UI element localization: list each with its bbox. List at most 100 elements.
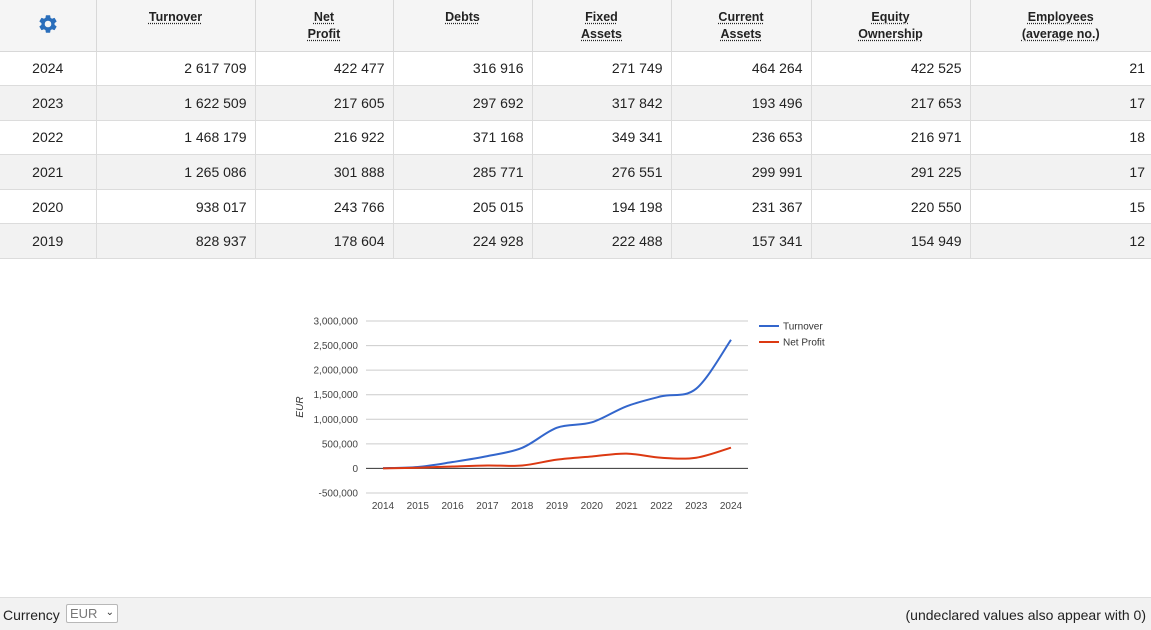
y-tick-label: 0: [352, 464, 358, 475]
value-cell: 299 991: [671, 154, 812, 190]
y-tick-label: 500,000: [322, 439, 359, 450]
value-cell: 1 265 086: [96, 154, 256, 190]
value-cell: 1 622 509: [96, 85, 256, 121]
currency-value: EUR: [70, 606, 98, 621]
value-cell: 231 367: [671, 189, 812, 225]
value-cell: 291 225: [811, 154, 971, 190]
value-cell: 216 922: [255, 120, 394, 156]
legend-label: Net Profit: [783, 338, 825, 349]
table-row: 2019 828 937 178 604 224 928 222 488 157 341 1…: [0, 223, 1151, 260]
column-header-label: Turnover: [148, 10, 203, 24]
currency-select[interactable]: EUR ⌄: [66, 604, 118, 623]
value-cell: 276 551: [532, 154, 672, 190]
value-cell: 349 341: [532, 120, 672, 156]
year-cell: 2019: [0, 223, 97, 260]
column-header[interactable]: Debts: [393, 0, 533, 52]
column-header-label: Assets: [720, 27, 762, 41]
x-tick-label: 2020: [581, 501, 604, 512]
year-cell: 2021: [0, 154, 97, 190]
value-cell: 464 264: [671, 51, 812, 87]
x-tick-label: 2021: [615, 501, 638, 512]
value-cell: 12: [970, 223, 1151, 260]
table-row: 2021 1 265 086 301 888 285 771 276 551 299 99…: [0, 154, 1151, 190]
y-axis-label: EUR: [295, 396, 306, 417]
y-tick-label: 1,500,000: [314, 390, 359, 401]
value-cell: 15: [970, 189, 1151, 225]
table-row: 2023 1 622 509 217 605 297 692 317 842 193 49…: [0, 85, 1151, 121]
value-cell: 157 341: [671, 223, 812, 260]
value-cell: 271 749: [532, 51, 672, 87]
column-header[interactable]: Turnover: [96, 0, 256, 52]
column-header[interactable]: Fixed Assets: [532, 0, 672, 52]
x-tick-label: 2024: [720, 501, 743, 512]
y-tick-label: 3,000,000: [314, 317, 359, 328]
column-header-label: (average no.): [1021, 27, 1100, 41]
value-cell: 285 771: [393, 154, 533, 190]
x-tick-label: 2018: [511, 501, 534, 512]
value-cell: 193 496: [671, 85, 812, 121]
x-tick-label: 2017: [476, 501, 499, 512]
currency-label: Currency: [3, 607, 60, 623]
column-header[interactable]: Net Profit: [255, 0, 394, 52]
year-cell: 2020: [0, 189, 97, 225]
column-header[interactable]: Employees (average no.): [970, 0, 1151, 52]
value-cell: 17: [970, 154, 1151, 190]
x-tick-label: 2019: [546, 501, 569, 512]
column-header-label: Net: [313, 10, 335, 24]
y-tick-label: 1,000,000: [314, 415, 359, 426]
value-cell: 217 605: [255, 85, 394, 121]
column-header-label: Fixed: [585, 10, 618, 24]
value-cell: 828 937: [96, 223, 256, 260]
footer-note: (undeclared values also appear with 0): [905, 607, 1146, 623]
table-row: 2020 938 017 243 766 205 015 194 198 231 367 2…: [0, 189, 1151, 225]
value-cell: 317 842: [532, 85, 672, 121]
legend-label: Turnover: [783, 322, 823, 333]
footer-bar: Currency EUR ⌄ (undeclared values also a…: [0, 597, 1151, 630]
value-cell: 422 477: [255, 51, 394, 87]
value-cell: 224 928: [393, 223, 533, 260]
y-tick-label: 2,000,000: [314, 366, 359, 377]
value-cell: 178 604: [255, 223, 394, 260]
value-cell: 216 971: [811, 120, 971, 156]
financial-table: Turnover Net Profit Debts Fixed Assets Current…: [0, 0, 1151, 260]
value-cell: 2 617 709: [96, 51, 256, 87]
value-cell: 371 168: [393, 120, 533, 156]
value-cell: 220 550: [811, 189, 971, 225]
x-tick-label: 2016: [441, 501, 464, 512]
line-chart: -500,000 0 500,000 1,000,000 1,500,000 2,000,…: [295, 317, 825, 513]
value-cell: 21: [970, 51, 1151, 87]
value-cell: 243 766: [255, 189, 394, 225]
series-line: [382, 339, 732, 470]
gear-icon[interactable]: [37, 13, 59, 35]
column-header-label: Ownership: [858, 27, 923, 41]
value-cell: 422 525: [811, 51, 971, 87]
table-header: Turnover Net Profit Debts Fixed Assets Current…: [0, 0, 1151, 52]
value-cell: 301 888: [255, 154, 394, 190]
value-cell: 194 198: [532, 189, 672, 225]
year-cell: 2023: [0, 85, 97, 121]
value-cell: 316 916: [393, 51, 533, 87]
value-cell: 236 653: [671, 120, 812, 156]
column-header-label: Assets: [581, 27, 622, 41]
column-header-label: Debts: [445, 10, 480, 24]
settings-cell[interactable]: [0, 0, 97, 52]
value-cell: 154 949: [811, 223, 971, 260]
x-tick-label: 2023: [685, 501, 708, 512]
table-row: 2024 2 617 709 422 477 316 916 271 749 464 26…: [0, 51, 1151, 87]
series-line: [382, 446, 732, 470]
year-cell: 2024: [0, 51, 97, 87]
column-header[interactable]: Equity Ownership: [811, 0, 971, 52]
x-tick-label: 2022: [650, 501, 673, 512]
chevron-down-icon: ⌄: [105, 607, 114, 618]
value-cell: 17: [970, 85, 1151, 121]
value-cell: 18: [970, 120, 1151, 156]
value-cell: 217 653: [811, 85, 971, 121]
column-header[interactable]: Current Assets: [671, 0, 812, 52]
table-body: 2024 2 617 709 422 477 316 916 271 749 464 26…: [0, 51, 1151, 260]
x-tick-label: 2015: [407, 501, 430, 512]
table-row: 2022 1 468 179 216 922 371 168 349 341 236 65…: [0, 120, 1151, 156]
value-cell: 222 488: [532, 223, 672, 260]
column-header-label: Profit: [307, 27, 341, 41]
value-cell: 938 017: [96, 189, 256, 225]
value-cell: 1 468 179: [96, 120, 256, 156]
